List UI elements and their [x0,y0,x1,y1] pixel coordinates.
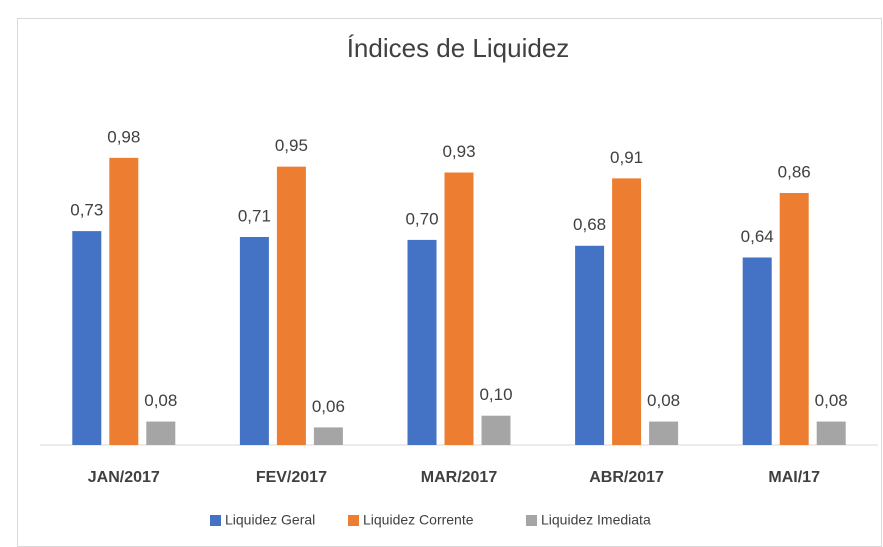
data-label: 0,86 [778,163,811,182]
bar [239,236,269,445]
bar [575,245,605,445]
x-tick-label: FEV/2017 [256,469,327,486]
data-label: 0,08 [647,391,680,410]
legend-swatch [210,515,221,526]
data-label: 0,64 [741,227,774,246]
x-tick-label: ABR/2017 [589,469,664,486]
data-label: 0,93 [442,142,475,161]
data-label: 0,70 [405,209,438,228]
x-tick-label: MAR/2017 [421,469,498,486]
bar [649,421,679,445]
data-label: 0,91 [610,148,643,167]
data-label: 0,95 [275,136,308,155]
legend-label: Liquidez Geral [225,512,315,528]
data-label: 0,08 [144,391,177,410]
x-tick-label: JAN/2017 [88,469,160,486]
bar [481,415,511,445]
legend-label: Liquidez Imediata [541,512,651,528]
x-tick-label: MAI/17 [768,469,820,486]
legend-label: Liquidez Corrente [363,512,474,528]
data-label: 0,98 [107,127,140,146]
data-label: 0,73 [70,201,103,220]
chart-title: Índices de Liquidez [347,33,570,63]
data-label: 0,10 [479,385,512,404]
data-label: 0,06 [312,397,345,416]
bar [779,193,809,445]
bar [276,166,306,445]
bar [313,427,343,445]
legend-swatch [526,515,537,526]
legend-swatch [348,515,359,526]
data-label: 0,68 [573,215,606,234]
bar [612,178,642,445]
bar [146,421,176,445]
data-label: 0,71 [238,206,271,225]
bar [816,421,846,445]
data-label: 0,08 [815,391,848,410]
bar [742,257,772,445]
bar [109,157,139,446]
bar [444,172,474,445]
bar [407,239,437,445]
bar [72,231,102,445]
